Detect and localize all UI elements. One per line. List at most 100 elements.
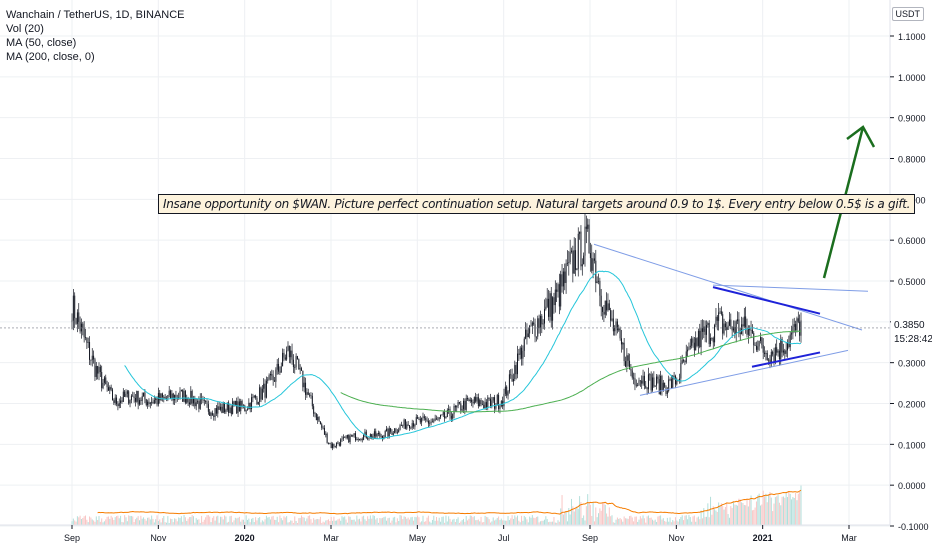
volume-bar (95, 516, 97, 525)
candle-body (788, 342, 790, 348)
candle-body (214, 408, 216, 417)
candle-body (118, 403, 120, 407)
candle-body (97, 366, 99, 374)
candle-body (152, 401, 154, 404)
volume-bar (549, 521, 551, 525)
volume-bar (141, 518, 143, 525)
candle-body (409, 425, 410, 429)
candle-body (402, 425, 404, 427)
candle-body (141, 396, 143, 401)
candle-body (195, 402, 197, 407)
volume-bar (712, 506, 714, 525)
candle-body (410, 427, 412, 429)
candle-body (448, 408, 450, 411)
candle-body (160, 393, 162, 401)
candle-body (411, 423, 413, 428)
volume-bar (573, 511, 575, 525)
volume-bar (614, 522, 616, 525)
candle-body (255, 395, 257, 398)
volume-bar (525, 517, 527, 525)
candle-body (120, 400, 122, 404)
candle-body (764, 352, 766, 355)
candle-body (93, 355, 95, 360)
candle-body (558, 284, 560, 307)
volume-bar (445, 515, 447, 525)
volume-bar (199, 522, 201, 525)
candle-body (159, 393, 161, 401)
candle-body (692, 338, 694, 343)
volume-bar (278, 522, 280, 525)
candle-body (449, 408, 451, 416)
candle-body (669, 379, 671, 380)
candle-body (309, 394, 311, 396)
candle-body (245, 410, 247, 412)
volume-bar (517, 515, 518, 525)
volume-bar (234, 517, 236, 525)
volume-bar (85, 515, 86, 525)
drawings[interactable] (0, 125, 890, 396)
candle-body (782, 350, 784, 353)
time-axis[interactable]: Sep Nov 2020 Mar May Jul Sep Nov 2021 Mar (64, 525, 857, 543)
candle-body (272, 375, 274, 381)
candle-body (600, 295, 602, 307)
candle-body (234, 400, 236, 405)
volume-bar (109, 518, 111, 525)
candle-body (337, 442, 339, 444)
candle-body (643, 375, 645, 386)
volume-bar (788, 491, 790, 525)
candle-body (529, 326, 531, 334)
candle-body (264, 383, 266, 398)
volume-bar (434, 520, 436, 525)
candle-body (276, 363, 278, 370)
volume-bar (429, 521, 431, 525)
candle-body (105, 377, 107, 385)
volume-bar (506, 520, 508, 525)
candle-body (376, 434, 378, 437)
candle-body (634, 378, 636, 385)
candle-body (326, 433, 328, 443)
candle-body (90, 359, 92, 361)
candle-body (190, 391, 192, 405)
volume-bar (800, 485, 802, 525)
candle-body (738, 319, 740, 333)
volume-bar (94, 521, 96, 525)
candle-body (291, 350, 293, 360)
currency-button[interactable]: USDT (891, 7, 924, 21)
volume-bar (130, 515, 132, 525)
volume-bar (565, 511, 567, 525)
candle-body (784, 350, 786, 354)
volume-bar (248, 518, 250, 525)
volume-bar (172, 522, 174, 525)
indicator-volume[interactable]: Vol (20) (6, 23, 44, 35)
candle-body (232, 401, 234, 414)
indicator-ma50[interactable]: MA (50, close) (6, 37, 77, 49)
volume-bar (319, 516, 321, 525)
volume-bar (203, 519, 205, 525)
volume-bar (201, 515, 203, 525)
indicator-ma200[interactable]: MA (200, close, 0) (6, 51, 95, 63)
y-tick-label: 0.6000 (898, 236, 926, 246)
candle-body (237, 401, 239, 414)
candle-body (167, 395, 169, 399)
volume-bar (749, 500, 751, 525)
volume-bar (538, 522, 540, 525)
candle-body (286, 350, 288, 360)
symbol-title[interactable]: Wanchain / TetherUS, 1D, BINANCE (6, 9, 185, 21)
candle-body (635, 384, 637, 386)
candle-body (372, 436, 374, 439)
volume-bar (546, 519, 548, 525)
candle-body (437, 418, 439, 420)
candle-body (510, 374, 512, 376)
volume-bar (240, 521, 242, 525)
volume-bar (772, 511, 774, 525)
idea-note[interactable]: Insane opportunity on $WAN. Picture perf… (158, 194, 916, 214)
candle-body (610, 310, 612, 321)
volume-bar (776, 496, 778, 525)
price-axis[interactable]: 1.10001.00000.90000.80000.70000.60000.50… (890, 32, 929, 532)
candle-body (458, 402, 460, 404)
volume-bar (350, 519, 352, 525)
volume-bar (504, 520, 506, 525)
volume-bar (463, 518, 464, 525)
volume-bar (444, 522, 446, 525)
